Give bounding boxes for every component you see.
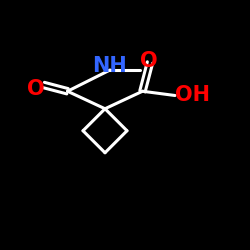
Text: O: O [140, 51, 158, 71]
Text: OH: OH [175, 85, 210, 105]
Text: O: O [28, 79, 45, 99]
Text: NH: NH [92, 56, 128, 76]
